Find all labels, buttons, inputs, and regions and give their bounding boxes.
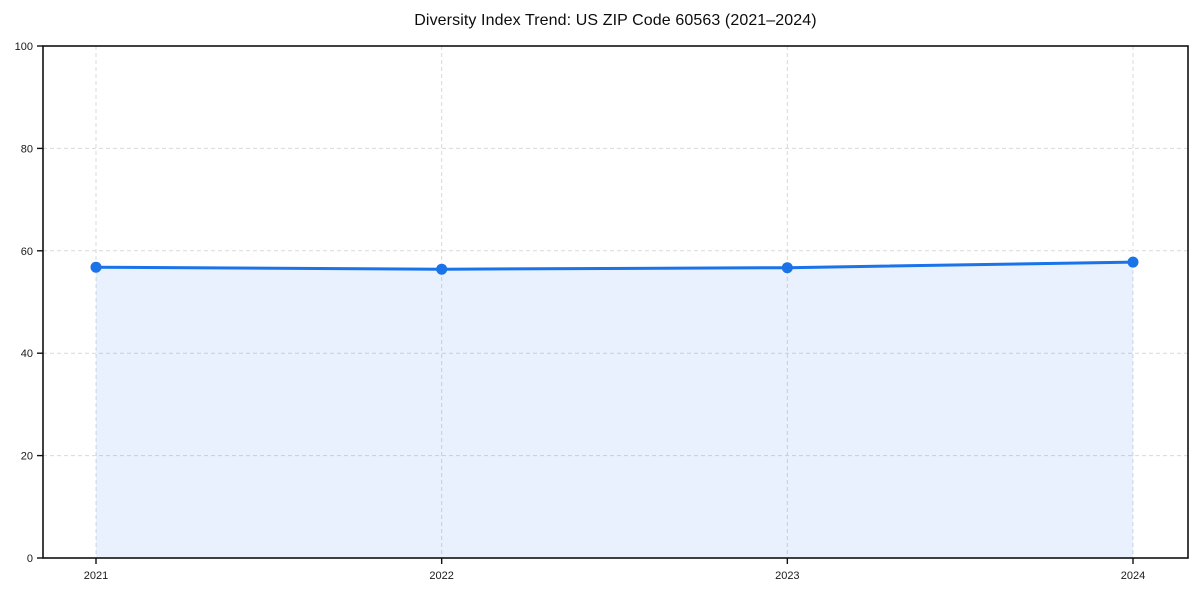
chart-title: Diversity Index Trend: US ZIP Code 60563… xyxy=(414,12,817,29)
x-tick-label: 2023 xyxy=(775,570,799,582)
trend-line xyxy=(94,260,1135,271)
data-point-marker xyxy=(781,262,793,274)
data-point-marker xyxy=(1127,256,1139,268)
area-fill xyxy=(96,262,1133,558)
y-tick-label: 20 xyxy=(21,451,33,463)
y-tick-label: 60 xyxy=(21,246,33,258)
y-tick-label: 80 xyxy=(21,143,33,155)
y-tick-label: 40 xyxy=(21,348,33,360)
x-tick-label: 2022 xyxy=(429,570,453,582)
y-tick-label: 0 xyxy=(27,553,33,565)
y-tick-label: 100 xyxy=(15,41,33,53)
x-tick-label: 2024 xyxy=(1121,570,1145,582)
data-point-marker xyxy=(90,261,102,273)
plot-spines xyxy=(42,45,1189,559)
data-point-marker xyxy=(436,263,448,275)
x-tick-label: 2021 xyxy=(84,570,108,582)
